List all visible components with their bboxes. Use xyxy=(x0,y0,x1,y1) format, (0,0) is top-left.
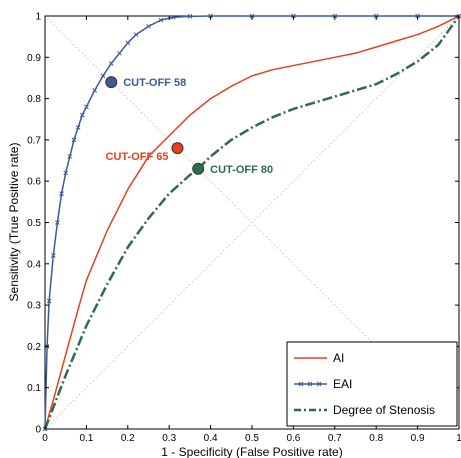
y-tick-label: 0.4 xyxy=(27,259,41,270)
series-eai-point xyxy=(46,298,52,304)
cut-off-65-label: CUT-OFF 65 xyxy=(106,151,169,163)
legend-label-eai: EAI xyxy=(333,377,352,391)
legend-marker-eai xyxy=(316,381,322,387)
x-axis-label: 1 - Specificity (False Positive rate) xyxy=(161,445,342,458)
cut-off-65-marker xyxy=(171,142,184,155)
series-eai-point xyxy=(146,23,151,29)
x-tick-label: 0.9 xyxy=(411,433,425,444)
reference-lines xyxy=(44,15,460,430)
anti-diagonal-reference-line xyxy=(44,15,460,430)
x-tick-label: 0.1 xyxy=(79,433,93,444)
cut-off-80-marker xyxy=(192,162,205,175)
series-eai-point xyxy=(55,220,60,225)
x-tick-label: 0.3 xyxy=(162,433,176,444)
y-tick-label: 0.6 xyxy=(27,177,41,188)
y-tick-label: 0.2 xyxy=(27,342,41,353)
y-tick-label: 0.7 xyxy=(27,135,41,146)
series-eai-point xyxy=(75,125,81,130)
legend: AI EAI Degree of Stenosis xyxy=(286,341,458,427)
x-tick-label: 0.7 xyxy=(328,433,342,444)
cut-off-80-label: CUT-OFF 80 xyxy=(210,164,273,176)
y-tick-label: 0.8 xyxy=(27,94,41,105)
y-tick-label: 1 xyxy=(35,12,41,23)
legend-label-ai: AI xyxy=(333,351,344,365)
legend-marker-eai xyxy=(298,381,304,387)
series-eai-point xyxy=(100,73,106,79)
series-eai-point xyxy=(67,154,73,159)
series-ai-line xyxy=(44,15,460,430)
axis-layer: 0 0.1 0.2 0.3 0.4 0.5 0.6 0.7 0.8 0.9 1 0 0.1 0.2 0.3 0… xyxy=(27,12,461,445)
series-eai-point xyxy=(187,14,193,19)
x-tick-label: 0.5 xyxy=(245,433,259,444)
series-eai-point xyxy=(170,14,176,20)
x-tick-label: 0 xyxy=(42,433,48,444)
series-eai-point xyxy=(133,32,139,37)
series-eai-point xyxy=(125,40,131,46)
series-degree-of-stenosis-line xyxy=(43,15,461,430)
cut-off-58-label: CUT-OFF 58 xyxy=(123,77,186,89)
y-tick-label: 0.9 xyxy=(27,53,41,64)
series-eai-point xyxy=(79,112,85,118)
series-eai-point xyxy=(158,17,164,23)
x-tick-label: 1 xyxy=(456,433,461,444)
series-eai-point xyxy=(84,104,89,110)
series-eai-point xyxy=(71,137,77,143)
series-eai-point xyxy=(108,61,114,66)
legend-label-degree-of-stenosis: Degree of Stenosis xyxy=(333,403,435,417)
legend-marker-eai xyxy=(307,381,313,387)
y-tick-label: 0.1 xyxy=(27,383,41,394)
y-tick-label: 0.5 xyxy=(27,218,41,229)
series-eai-point xyxy=(92,87,98,93)
series-eai-point xyxy=(50,253,56,258)
x-tick-label: 0.6 xyxy=(286,433,300,444)
series-eai-point xyxy=(59,191,64,196)
cut-off-58-marker xyxy=(105,76,118,89)
series-eai-point xyxy=(117,50,122,56)
series-layer xyxy=(42,13,461,432)
series-eai-point xyxy=(63,170,69,176)
y-tick-label: 0 xyxy=(35,425,41,436)
cutoff-layer: CUT-OFF 58 CUT-OFF 65 CUT-OFF 80 xyxy=(105,76,273,176)
y-axis-label: Sensitivity (True Positive rate) xyxy=(7,143,21,302)
x-tick-label: 0.8 xyxy=(369,433,383,444)
x-tick-label: 0.4 xyxy=(204,433,218,444)
x-tick-label: 0.2 xyxy=(121,433,135,444)
y-tick-label: 0.3 xyxy=(27,301,41,312)
